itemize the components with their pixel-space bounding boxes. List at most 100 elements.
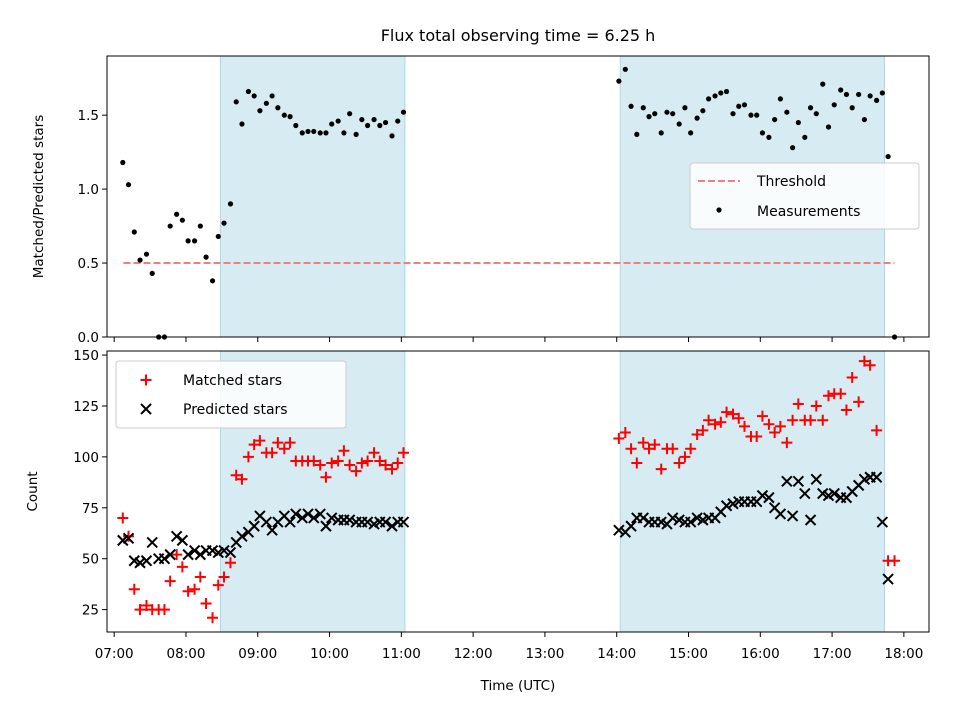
matched-star-point — [889, 555, 901, 567]
measurement-point — [257, 108, 263, 114]
measurement-point — [125, 182, 132, 188]
measurement-point — [131, 229, 137, 235]
matched-star-point — [637, 437, 649, 449]
measurement-point — [382, 119, 389, 126]
x-tick-label: 07:00 — [95, 646, 134, 662]
predicted-star-point — [786, 510, 799, 522]
x-tick-label: 16:00 — [741, 646, 780, 662]
matched-star-point — [751, 431, 763, 443]
predicted-star-point — [164, 548, 176, 561]
predicted-star-point — [684, 516, 697, 528]
measurement-point — [873, 97, 880, 103]
predicted-star-point — [182, 548, 194, 561]
measurement-point — [239, 121, 245, 127]
matched-star-point — [278, 443, 290, 455]
measurement-point — [323, 130, 329, 136]
matched-star-point — [631, 457, 643, 469]
measurement-point — [820, 81, 826, 87]
measurement-point — [766, 134, 772, 140]
measurement-point — [275, 105, 281, 111]
matched-star-point — [774, 420, 786, 432]
measurement-point — [215, 233, 221, 240]
predicted-star-point — [188, 544, 201, 557]
y-axis-ticks-top: 0.0 0.5 1.0 1.5 — [78, 108, 107, 346]
measurement-point — [700, 108, 706, 114]
measurement-point — [137, 257, 143, 263]
measurement-point — [634, 131, 640, 137]
y-tick-label: 0.0 — [78, 330, 99, 346]
predicted-star-point — [140, 555, 153, 567]
matched-star-point — [721, 406, 733, 418]
y-tick-label: 125 — [73, 399, 99, 415]
y-axis-label-bottom: Count — [25, 471, 41, 511]
matched-star-point — [164, 575, 176, 587]
plot-frame-bottom — [106, 350, 930, 633]
matched-star-point — [667, 443, 679, 455]
predicted-star-point — [236, 530, 248, 543]
predicted-star-point — [296, 512, 308, 524]
measurement-point — [120, 159, 126, 166]
matched-star-point — [189, 583, 201, 595]
matched-star-point — [397, 447, 409, 459]
matched-star-point — [123, 530, 135, 542]
measurement-point — [305, 128, 311, 135]
matched-star-point — [756, 410, 768, 422]
predicted-star-point — [176, 534, 189, 547]
measurement-point — [179, 217, 185, 223]
legend-threshold-label: Threshold — [756, 174, 826, 190]
matched-star-point — [763, 418, 775, 430]
predicted-star-point — [260, 516, 273, 528]
predicted-star-point — [325, 512, 338, 524]
measurement-point — [795, 119, 801, 126]
matched-star-point — [236, 473, 248, 485]
predicted-star-point — [781, 475, 793, 488]
legend-box — [115, 360, 347, 429]
matched-star-point — [350, 465, 362, 477]
matched-star-point — [314, 459, 326, 471]
predicted-star-point — [379, 516, 392, 528]
matched-star-point — [254, 435, 266, 447]
measurement-point — [646, 114, 652, 120]
matched-star-point — [835, 388, 847, 400]
y-axis-ticks-bottom: 25 50 75 100 125 150 — [73, 348, 107, 619]
legend-measurement-swatch — [716, 207, 722, 213]
plot-frame-top — [106, 55, 930, 338]
matched-star-point — [200, 597, 212, 609]
matched-star-point — [691, 428, 703, 440]
predicted-star-point — [140, 403, 152, 415]
x-axis-label: Time (UTC) — [480, 678, 556, 694]
predicted-star-point — [870, 471, 883, 483]
legend-top: Threshold Measurements — [689, 162, 920, 230]
matched-star-point — [871, 424, 883, 436]
matched-star-point — [362, 455, 374, 467]
matched-star-point — [207, 612, 219, 624]
matched-star-point — [643, 443, 655, 455]
measurement-point — [221, 220, 227, 226]
measurement-point — [269, 93, 275, 99]
matched-star-point — [344, 459, 356, 471]
measurement-point — [311, 128, 317, 135]
matched-star-point — [308, 455, 320, 467]
matched-star-point — [128, 583, 140, 595]
predicted-star-point — [170, 530, 183, 543]
measurement-point — [658, 130, 664, 136]
measurement-point — [191, 238, 198, 244]
matched-star-point — [655, 463, 667, 475]
measurement-point — [299, 130, 305, 136]
measurement-point — [209, 278, 216, 284]
measurement-point — [664, 109, 670, 115]
matched-star-point — [140, 374, 152, 386]
predicted-star-point — [146, 536, 158, 549]
x-tick-label: 11:00 — [382, 646, 421, 662]
matched-star-point — [248, 439, 260, 451]
predicted-star-point — [792, 475, 805, 488]
x-tick-label: 08:00 — [167, 646, 206, 662]
predicted-star-point — [756, 489, 769, 502]
predicted-star-point — [122, 532, 135, 545]
matched-star-point — [140, 600, 152, 612]
ratio-panel: 0.0 0.5 1.0 1.5 Flux total observing time =… — [31, 26, 930, 346]
predicted-star-point — [248, 520, 260, 532]
measurement-point — [831, 102, 837, 108]
predicted-star-point — [284, 516, 296, 528]
measurement-points — [120, 66, 898, 340]
